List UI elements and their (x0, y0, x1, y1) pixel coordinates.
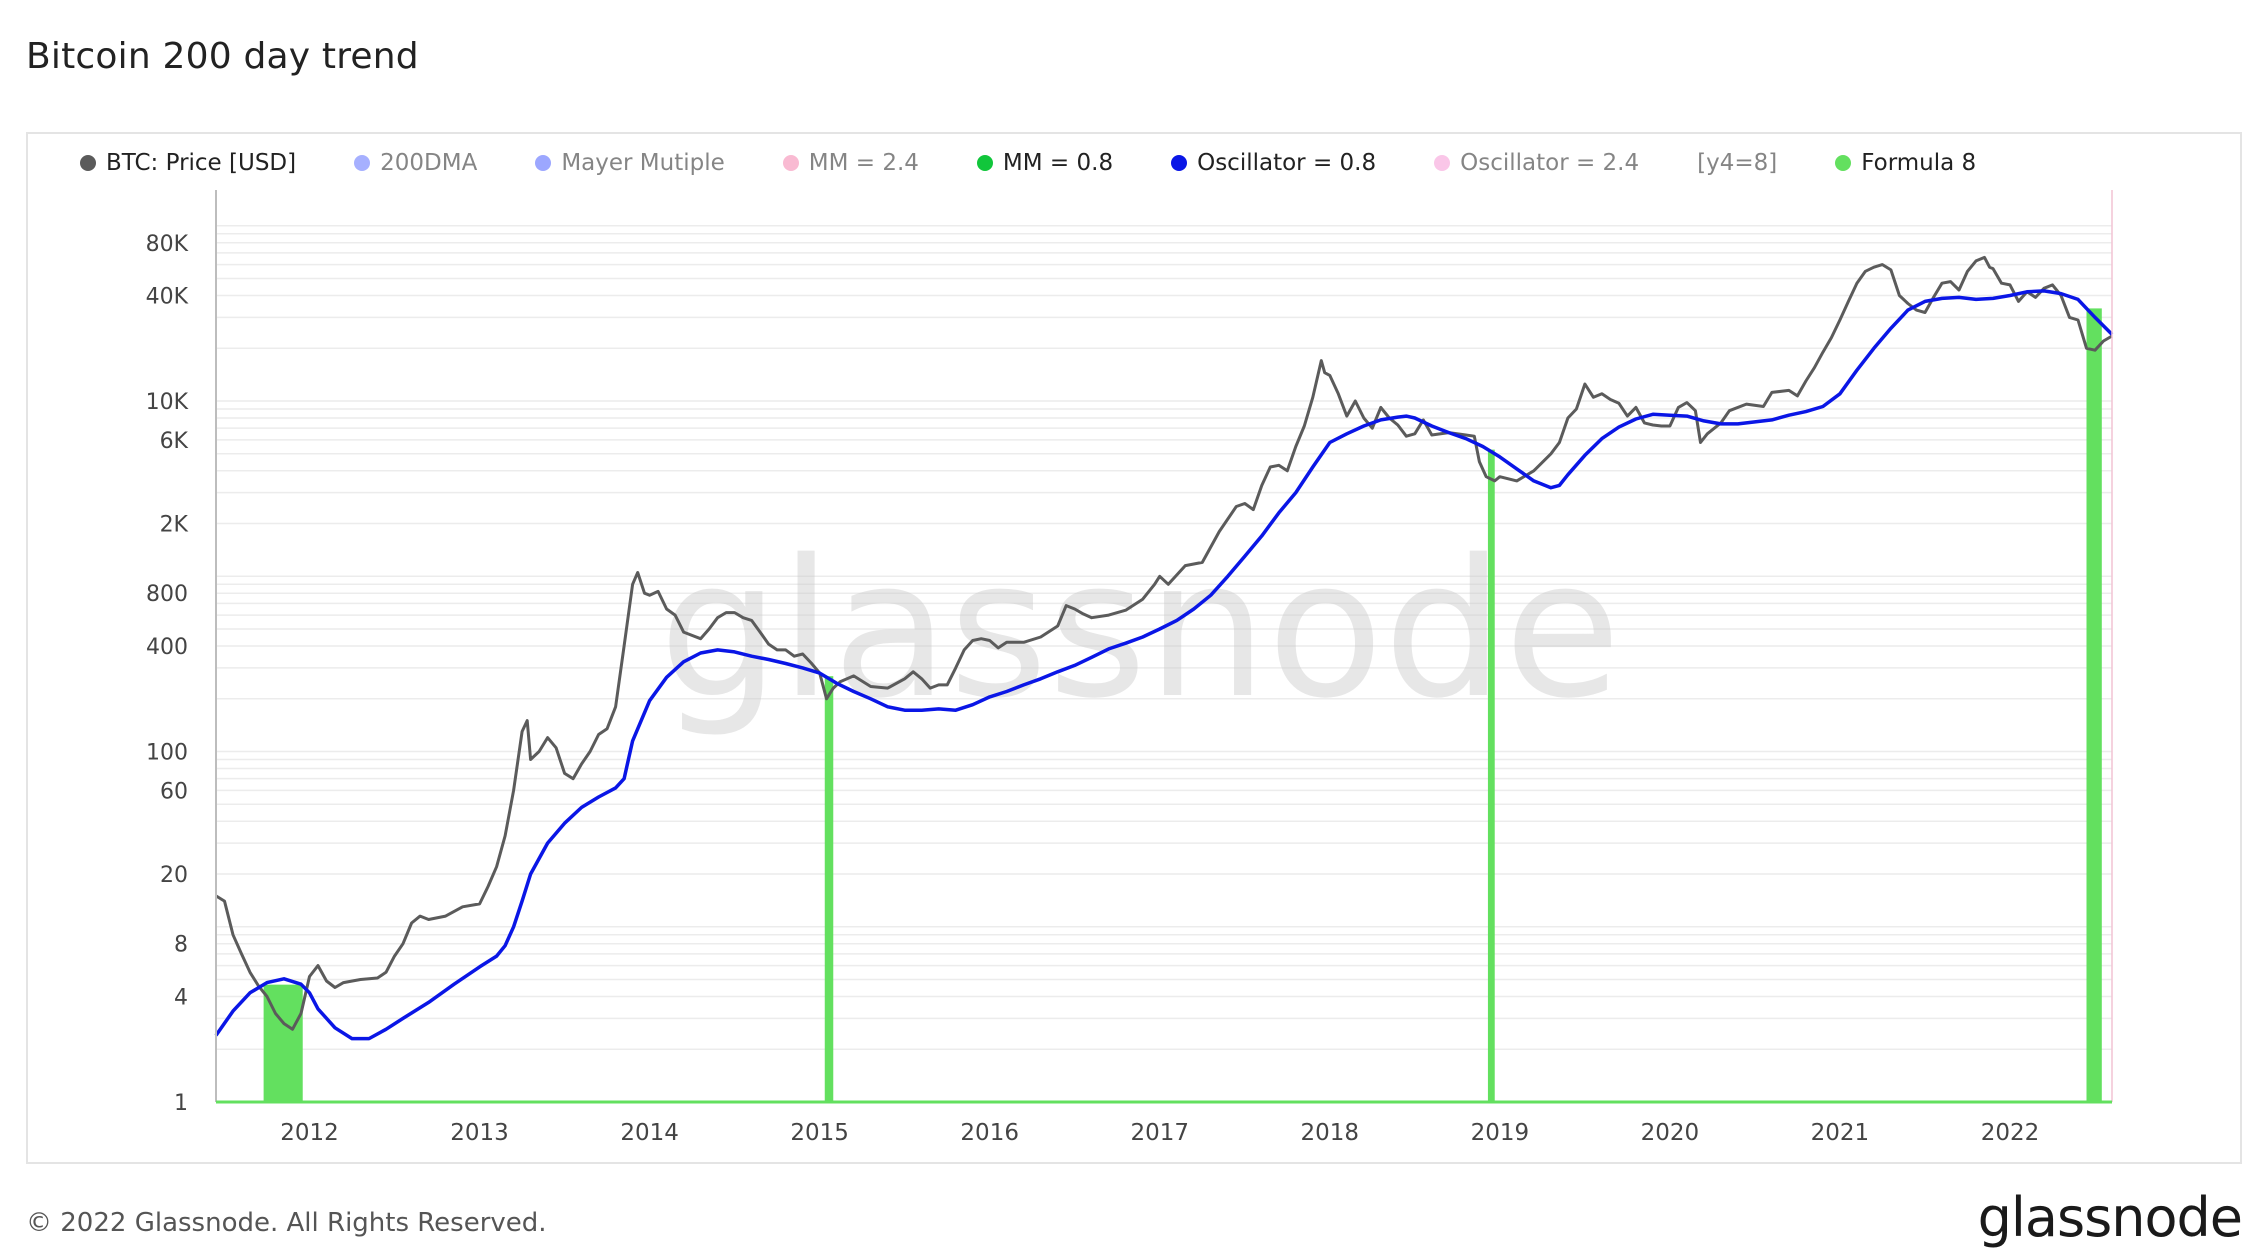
series-lines (214, 255, 2114, 1041)
oscillator-line (214, 289, 2114, 1041)
legend-label: Mayer Mutiple (561, 150, 725, 176)
formula8-band (1487, 449, 1495, 1103)
y-tick-label: 2K (160, 513, 189, 538)
y-tick-label: 6K (160, 429, 189, 454)
legend-item-4[interactable]: MM = 0.8 (976, 150, 1114, 176)
x-tick-label: 2012 (280, 1120, 339, 1146)
x-tick-label: 2021 (1811, 1120, 1870, 1146)
legend-dot-icon (1434, 155, 1451, 171)
x-tick-label: 2015 (790, 1120, 849, 1146)
y-tick-label: 80K (146, 232, 189, 257)
x-tick-label: 2019 (1471, 1120, 1530, 1146)
legend-item-3[interactable]: MM = 2.4 (782, 150, 919, 176)
legend-item-8[interactable]: Formula 8 (1835, 150, 1976, 176)
legend-dot-icon (976, 155, 993, 171)
y-tick-label: 20 (160, 863, 188, 888)
chart-card (26, 132, 2242, 1164)
legend-dot-icon (782, 155, 799, 171)
legend-dot-icon (354, 155, 371, 171)
axes: 1 4 8 20 60 100 400 800 2K 6K 10K 40K 80K 2012 2013 201… (146, 190, 2113, 1146)
y-tick-label: 1 (174, 1091, 188, 1116)
grid-layer (216, 225, 2112, 1103)
y-tick-label: 10K (146, 390, 189, 415)
legend-label: BTC: Price [USD] (106, 150, 297, 176)
chart-legend: BTC: Price [USD] 200DMA Mayer Mutiple MM = … (80, 150, 2034, 176)
page-title: Bitcoin 200 day trend (26, 36, 419, 77)
x-tick-label: 2013 (450, 1120, 509, 1146)
formula8-band (824, 676, 834, 1102)
y-tick-label: 4 (174, 985, 188, 1010)
legend-label: MM = 0.8 (1002, 150, 1114, 176)
legend-label: MM = 2.4 (808, 150, 919, 176)
legend-label: Formula 8 (1861, 150, 1977, 176)
x-tick-label: 2022 (1981, 1120, 2040, 1146)
legend-label: [y4=8] (1697, 150, 1778, 176)
legend-item-2[interactable]: Mayer Mutiple (535, 150, 725, 176)
legend-item-7[interactable]: [y4=8] (1697, 150, 1777, 176)
glassnode-logo[interactable]: glassnode (1977, 1186, 2243, 1249)
formula8-band (2086, 308, 2102, 1103)
legend-dot-icon (535, 155, 552, 171)
copyright-text: © 2022 Glassnode. All Rights Reserved. (26, 1208, 547, 1238)
y-tick-label: 800 (146, 582, 188, 607)
legend-dot-icon (1835, 155, 1852, 171)
x-tick-label: 2014 (620, 1120, 679, 1146)
legend-item-0[interactable]: BTC: Price [USD] (80, 150, 296, 176)
legend-label: Oscillator = 0.8 (1197, 150, 1377, 176)
btc-price-line (215, 255, 2113, 1031)
y-tick-label: 60 (160, 779, 188, 804)
y-tick-label: 100 (146, 741, 188, 766)
x-tick-label: 2020 (1641, 1120, 1700, 1146)
x-tick-label: 2018 (1301, 1120, 1360, 1146)
y-tick-label: 40K (146, 285, 189, 310)
watermark-text: glassnode (659, 519, 1621, 740)
y-tick-label: 8 (174, 933, 188, 958)
legend-label: 200DMA (380, 150, 478, 176)
legend-item-6[interactable]: Oscillator = 2.4 (1434, 150, 1639, 176)
legend-item-5[interactable]: Oscillator = 0.8 (1171, 150, 1376, 176)
legend-dot-icon (80, 155, 96, 171)
legend-item-1[interactable]: 200DMA (354, 150, 477, 176)
legend-label: Oscillator = 2.4 (1460, 150, 1640, 176)
x-tick-label: 2017 (1130, 1120, 1189, 1146)
y-tick-label: 400 (146, 635, 188, 660)
x-tick-label: 2016 (960, 1120, 1019, 1146)
formula8-bands (263, 308, 2102, 1103)
legend-dot-icon (1171, 155, 1188, 171)
